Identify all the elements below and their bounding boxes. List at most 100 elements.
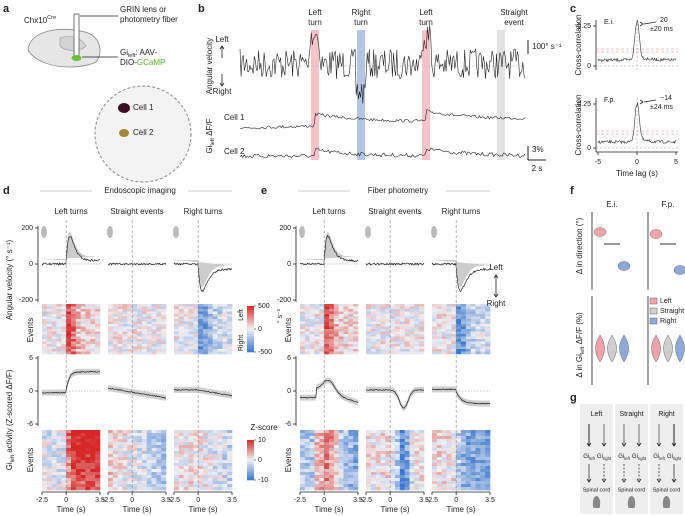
heatmap-cell: [227, 433, 233, 437]
heatmap-cell: [404, 478, 410, 482]
heatmap-cell: [227, 351, 233, 355]
heatmap-cell: [385, 339, 391, 342]
heatmap-cell: [56, 472, 62, 476]
heatmap-cell: [108, 457, 114, 461]
heatmap-cell: [51, 316, 57, 320]
heatmap-cell: [461, 478, 467, 482]
arrow-head: [621, 442, 627, 447]
heatmap-cell: [141, 316, 147, 320]
heatmap-cell: [108, 334, 114, 337]
heatmap-cell: [304, 314, 310, 317]
heatmap-cell: [475, 344, 481, 347]
heatmap-cell: [370, 341, 376, 345]
heatmap-cell: [390, 304, 396, 307]
heatmap-cell: [141, 472, 147, 476]
heatmap-cell: [203, 306, 209, 310]
heatmap-cell: [80, 309, 86, 312]
event-shade: [497, 30, 505, 160]
heatmap-cell: [188, 319, 194, 322]
heatmap-cell: [333, 478, 339, 482]
heatmap-cell: [212, 306, 218, 310]
heatmap-cell: [304, 344, 310, 347]
heatmap-cell: [461, 306, 467, 310]
heatmap-cell: [404, 472, 410, 476]
heatmap-cell: [141, 321, 147, 325]
heatmap-cell: [117, 478, 123, 482]
heatmap-cell: [300, 460, 306, 464]
heatmap-cell: [212, 336, 218, 340]
heatmap-cell: [375, 433, 381, 437]
heatmap-cell: [193, 331, 199, 335]
heatmap-cell: [446, 346, 452, 350]
heatmap-cell: [333, 469, 339, 473]
heatmap-cell: [441, 314, 447, 317]
legend-label: Right: [660, 318, 676, 325]
line: [643, 99, 657, 103]
heatmap-cell: [66, 454, 72, 458]
heatmap-cell: [42, 433, 48, 437]
heatmap-cell: [309, 306, 315, 310]
heatmap-cell: [338, 484, 344, 488]
heatmap-cell: [183, 306, 189, 310]
heatmap-cell: [480, 306, 486, 310]
heatmap-cell: [56, 336, 62, 340]
heatmap-cell: [366, 481, 372, 485]
heatmap-cell: [61, 436, 67, 440]
heatmap-cell: [395, 344, 401, 347]
heatmap-cell: [56, 466, 62, 470]
heatmap-cell: [146, 326, 152, 330]
heatmap-cell: [217, 430, 223, 434]
heatmap-cell: [127, 346, 133, 350]
heatmap-cell: [385, 316, 391, 320]
heatmap-cell: [480, 478, 486, 482]
heatmap-cell: [122, 466, 128, 470]
heatmap-cell: [375, 448, 381, 452]
heatmap-cell: [56, 460, 62, 464]
label: Spinal cord: [653, 487, 681, 493]
heatmap-cell: [475, 433, 481, 437]
heatmap-cell: [183, 436, 189, 440]
heatmap-cell: [370, 463, 376, 467]
heatmap-cell: [108, 430, 114, 434]
heatmap-cell: [485, 451, 491, 455]
heatmap-cell: [151, 472, 157, 476]
heatmap-cell: [432, 311, 438, 315]
heatmap-cell: [80, 331, 86, 335]
heatmap-cell: [329, 311, 335, 315]
heatmap-cell: [146, 306, 152, 310]
heatmap-cell: [117, 306, 123, 310]
heatmap-cell: [338, 326, 344, 330]
heatmap-cell: [399, 463, 405, 467]
heatmap-cell: [329, 487, 335, 491]
label: GRIN lens or: [120, 5, 167, 14]
heatmap-cell: [446, 351, 452, 355]
heatmap-cell: [475, 442, 481, 446]
heatmap-cell: [343, 304, 349, 307]
heatmap-cell: [146, 460, 152, 464]
heatmap-cell: [212, 309, 218, 312]
heatmap-cell: [441, 481, 447, 485]
heatmap-cell: [132, 306, 138, 310]
heatmap-cell: [319, 346, 325, 350]
heatmap-cell: [375, 349, 381, 352]
heatmap-cell: [188, 448, 194, 452]
heatmap-cell: [75, 331, 81, 335]
heatmap-cell: [300, 319, 306, 322]
heatmap-cell: [304, 439, 310, 443]
label: turn: [419, 18, 433, 27]
heatmap-cell: [409, 436, 415, 440]
mouse-icon: [662, 496, 671, 508]
heatmap-cell: [85, 448, 91, 452]
heatmap-cell: [174, 324, 180, 327]
heatmap-cell: [132, 339, 138, 342]
heatmap-cell: [156, 466, 162, 470]
heatmap-cell: [156, 319, 162, 322]
heatmap-cell: [56, 451, 62, 455]
heatmap-cell: [178, 324, 184, 327]
heatmap-cell: [380, 442, 386, 446]
heatmap-cell: [300, 349, 306, 352]
heatmap-cell: [46, 341, 52, 345]
heatmap-cell: [198, 451, 204, 455]
heatmap-cell: [112, 336, 118, 340]
heatmap-cell: [151, 463, 157, 467]
